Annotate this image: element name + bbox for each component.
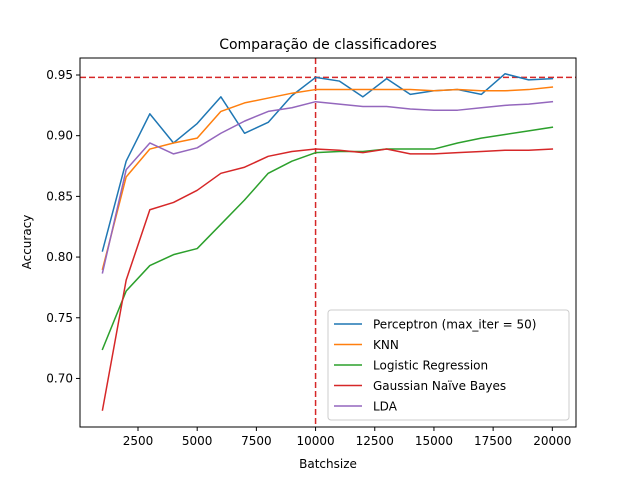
legend-label-3: Gaussian Naïve Bayes bbox=[373, 379, 506, 393]
legend-label-1: KNN bbox=[373, 338, 399, 352]
reference-lines bbox=[80, 58, 576, 427]
y-axis-label: Accuracy bbox=[20, 215, 34, 270]
legend-label-2: Logistic Regression bbox=[373, 359, 488, 373]
x-tick-label: 5000 bbox=[182, 434, 213, 448]
x-tick-label: 7500 bbox=[241, 434, 272, 448]
x-tick-label: 15000 bbox=[415, 434, 453, 448]
legend-label-0: Perceptron (max_iter = 50) bbox=[373, 318, 536, 332]
series-line-2 bbox=[101, 126, 554, 351]
y-tick-label: 0.95 bbox=[46, 68, 73, 82]
series-line-1 bbox=[101, 86, 554, 271]
y-axis-ticks: 0.70 0.75 0.80 0.85 0.90 0.95 bbox=[46, 68, 80, 385]
legend-box bbox=[327, 309, 570, 421]
legend: Perceptron (max_iter = 50) KNN Logistic Re… bbox=[327, 309, 570, 421]
y-tick-label: 0.70 bbox=[46, 371, 73, 385]
x-axis-ticks: 2500 5000 7500 10000 12500 15000 17500 20000 bbox=[123, 427, 571, 448]
series-line-4 bbox=[101, 100, 554, 274]
x-axis-label: Batchsize bbox=[299, 457, 357, 471]
series-lines bbox=[101, 73, 554, 411]
series-line-0 bbox=[101, 73, 554, 252]
plot-area-frame bbox=[79, 57, 577, 428]
y-tick-label: 0.85 bbox=[46, 189, 73, 203]
y-tick-label: 0.75 bbox=[46, 311, 73, 325]
x-tick-label: 12500 bbox=[356, 434, 394, 448]
series-line-3 bbox=[101, 148, 554, 411]
y-tick-label: 0.80 bbox=[46, 250, 73, 264]
x-tick-label: 20000 bbox=[533, 434, 571, 448]
x-tick-label: 2500 bbox=[123, 434, 154, 448]
x-tick-label: 10000 bbox=[296, 434, 334, 448]
legend-label-4: LDA bbox=[373, 400, 398, 414]
y-tick-label: 0.90 bbox=[46, 129, 73, 143]
chart-title: Comparação de classificadores bbox=[219, 37, 437, 53]
x-tick-label: 17500 bbox=[474, 434, 512, 448]
